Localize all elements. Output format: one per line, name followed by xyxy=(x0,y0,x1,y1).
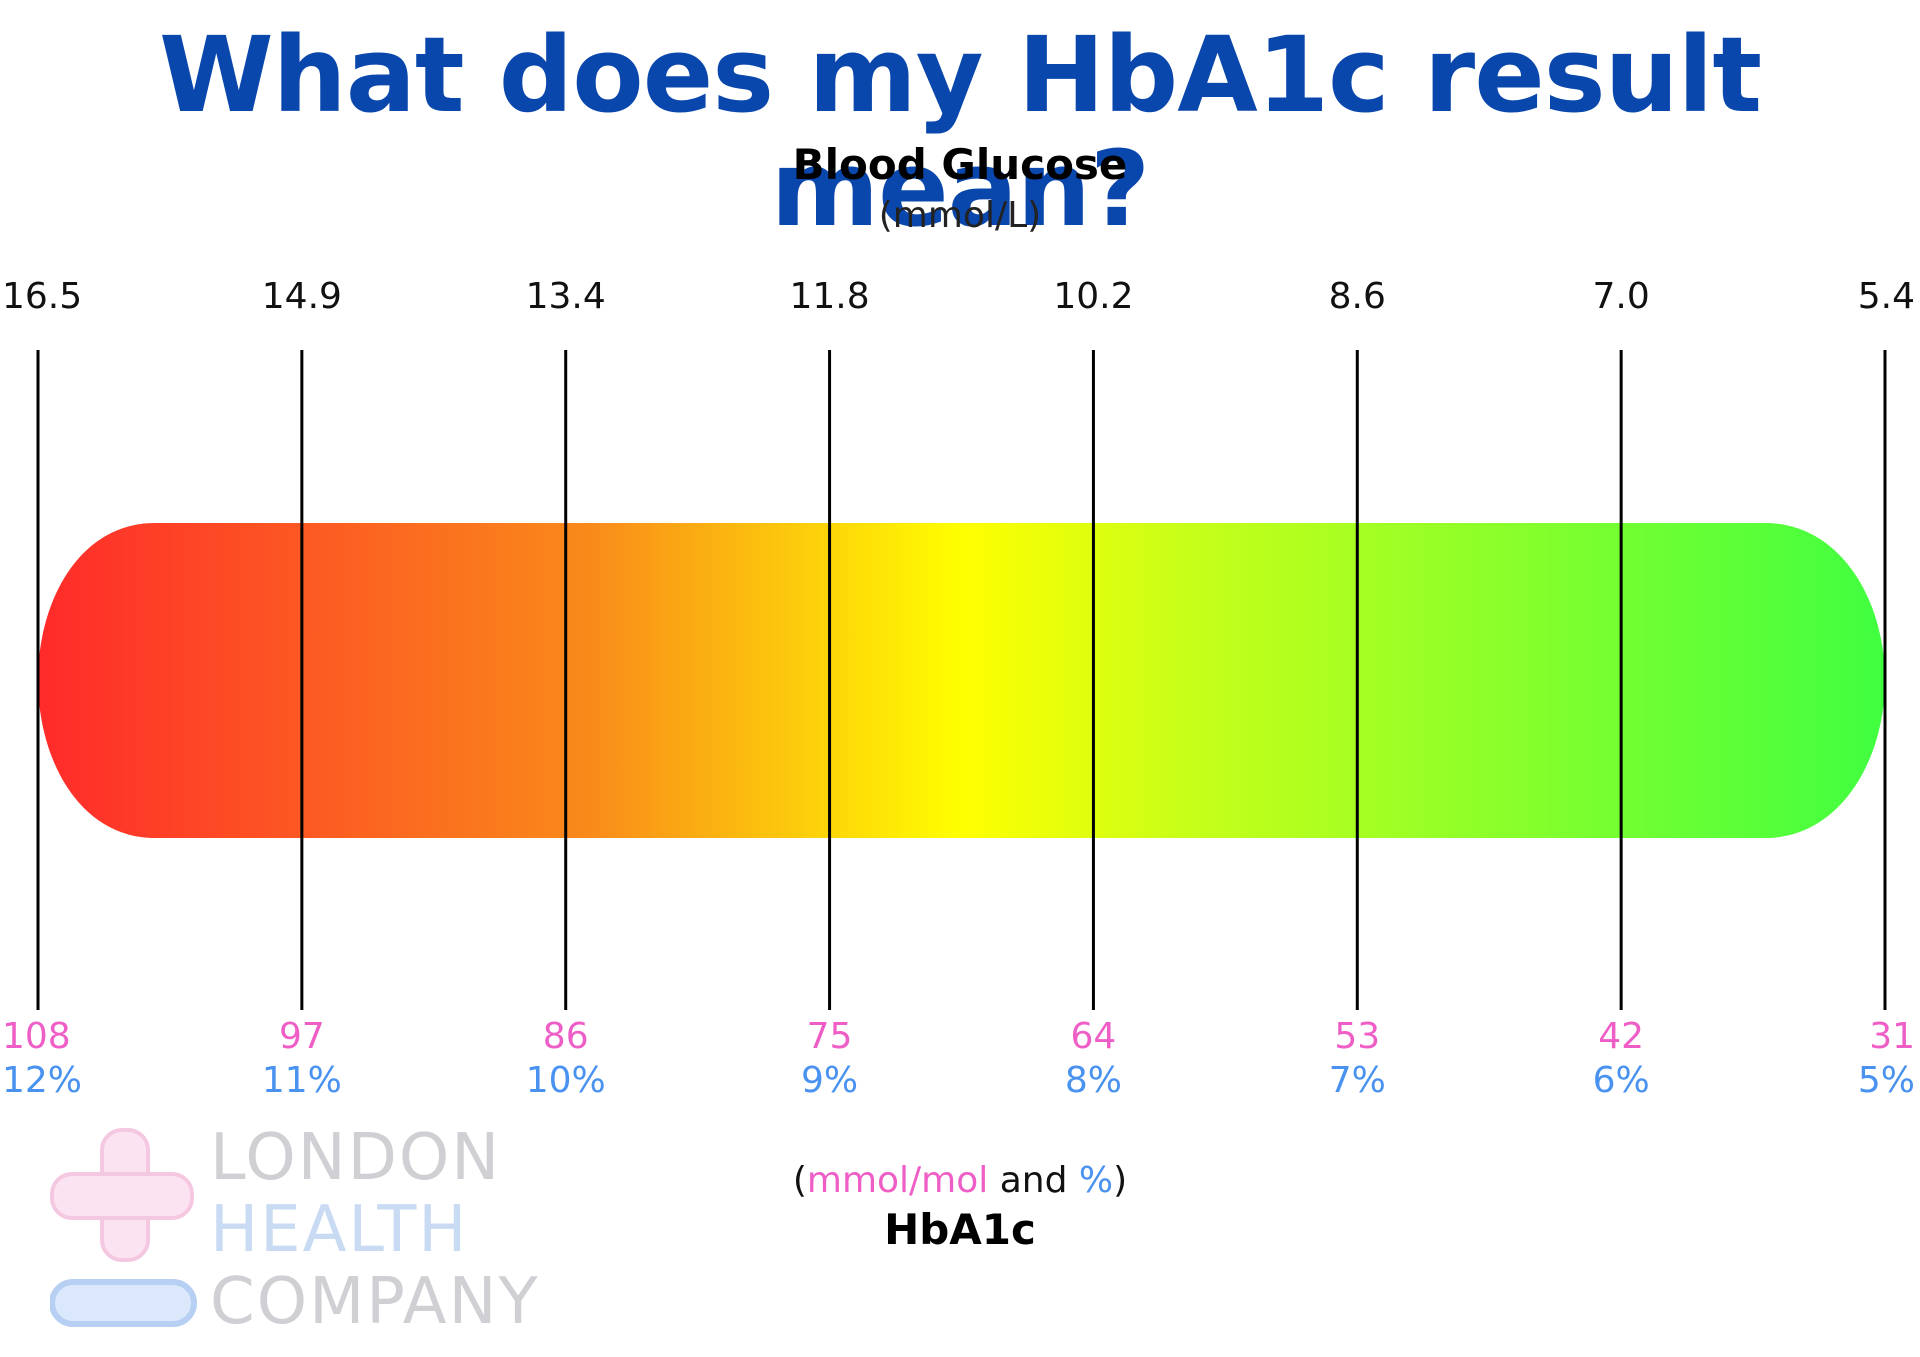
hba1c-percent-tick-label: 9% xyxy=(801,1060,858,1101)
hba1c-percent-tick-label: 12% xyxy=(2,1060,82,1101)
hba1c-mmol-tick-label: 42 xyxy=(1598,1016,1644,1057)
hba1c-mmol-tick-label: 75 xyxy=(807,1016,853,1057)
bottom-axis-unit: (mmol/mol and %) xyxy=(0,1160,1920,1201)
hba1c-percent-tick-label: 11% xyxy=(262,1060,342,1101)
hba1c-mmol-tick-label: 31 xyxy=(1869,1016,1915,1057)
hba1c-mmol-tick-label: 64 xyxy=(1071,1016,1117,1057)
hba1c-mmol-tick-label: 53 xyxy=(1334,1016,1380,1057)
glucose-tick-label: 14.9 xyxy=(262,276,342,317)
hba1c-mmol-tick-label: 97 xyxy=(279,1016,325,1057)
hba1c-percent-tick-label: 6% xyxy=(1593,1060,1650,1101)
bottom-axis-label: HbA1c xyxy=(884,1205,1036,1254)
glucose-tick-label: 5.4 xyxy=(1858,276,1915,317)
logo-line-company: COMPANY xyxy=(210,1265,540,1339)
glucose-tick-label: 10.2 xyxy=(1053,276,1133,317)
hba1c-percent-tick-label: 10% xyxy=(526,1060,606,1101)
company-logo: LONDON HEALTH COMPANY xyxy=(50,1122,610,1342)
medical-cross-icon xyxy=(50,1128,197,1327)
hba1c-mmol-tick-label: 108 xyxy=(2,1016,71,1057)
glucose-tick-label: 11.8 xyxy=(789,276,869,317)
hba1c-mmol-tick-label: 86 xyxy=(543,1016,589,1057)
hba1c-percent-tick-label: 5% xyxy=(1858,1060,1915,1101)
unit-close-paren: ) xyxy=(1113,1160,1128,1201)
hba1c-percent-tick-label: 7% xyxy=(1329,1060,1386,1101)
hba1c-percent-tick-label: 8% xyxy=(1065,1060,1122,1101)
glucose-tick-label: 13.4 xyxy=(526,276,606,317)
logo-line-health: HEALTH xyxy=(210,1193,469,1267)
gradient-bar xyxy=(38,523,1885,838)
unit-and: and xyxy=(988,1160,1079,1201)
top-axis-unit: (mmol/L) xyxy=(878,195,1042,236)
page-title: What does my HbA1c result mean? xyxy=(158,14,1762,251)
unit-mmol-mol: mmol/mol xyxy=(806,1160,989,1201)
unit-open-paren: ( xyxy=(792,1160,807,1201)
glucose-tick-label: 7.0 xyxy=(1593,276,1650,317)
top-axis-label: Blood Glucose xyxy=(792,140,1128,189)
logo-line-london: LONDON xyxy=(210,1121,502,1195)
glucose-tick-label: 8.6 xyxy=(1329,276,1386,317)
unit-percent: % xyxy=(1078,1160,1114,1201)
glucose-tick-label: 16.5 xyxy=(2,276,82,317)
